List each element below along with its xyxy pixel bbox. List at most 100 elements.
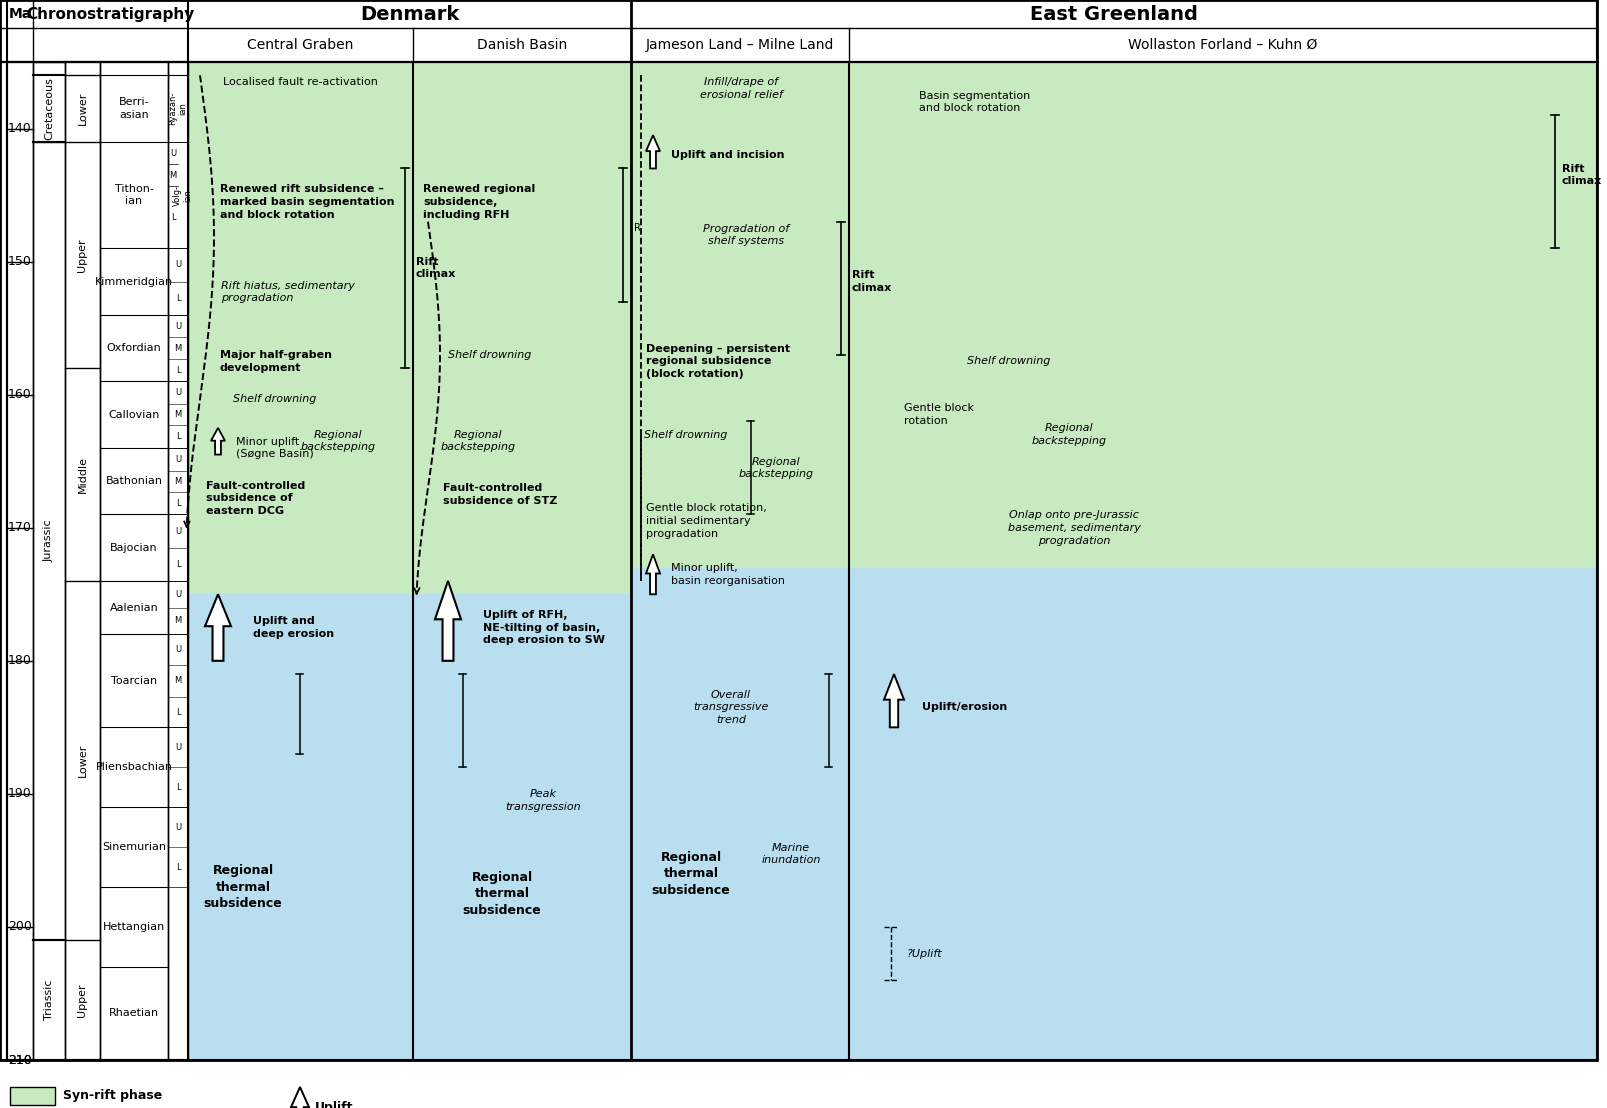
Text: U: U	[175, 388, 182, 397]
Text: Rift
climax: Rift climax	[416, 257, 456, 279]
Text: Infill/drape of
erosional relief: Infill/drape of erosional relief	[699, 78, 783, 100]
Text: U: U	[175, 454, 182, 464]
Text: M: M	[174, 476, 182, 485]
Text: L: L	[175, 708, 180, 717]
Bar	[188, 594, 413, 1060]
Text: L: L	[175, 499, 180, 507]
Text: Uplift: Uplift	[315, 1100, 354, 1108]
Text: Shelf drowning: Shelf drowning	[233, 393, 317, 403]
Text: Fault-controlled
subsidence of STZ: Fault-controlled subsidence of STZ	[442, 483, 558, 506]
Text: L: L	[175, 782, 180, 792]
Text: Uplift of RFH,
NE-tilting of basin,
deep erosion to SW: Uplift of RFH, NE-tilting of basin, deep…	[482, 609, 604, 645]
Polygon shape	[204, 594, 231, 660]
Text: Danish Basin: Danish Basin	[477, 38, 567, 52]
Text: Triassic: Triassic	[43, 979, 55, 1020]
Text: Shelf drowning: Shelf drowning	[644, 430, 728, 440]
Text: Gentle block rotation,
initial sedimentary
progradation: Gentle block rotation, initial sedimenta…	[646, 503, 767, 538]
Text: Uplift and incision: Uplift and incision	[670, 151, 784, 161]
Text: U: U	[175, 645, 182, 654]
Text: L: L	[175, 432, 180, 441]
Text: Regional
thermal
subsidence: Regional thermal subsidence	[651, 851, 730, 896]
Text: Middle: Middle	[77, 456, 87, 493]
Text: Basin segmentation
and block rotation: Basin segmentation and block rotation	[919, 91, 1030, 113]
Text: M: M	[174, 343, 182, 352]
Text: Localised fault re-activation: Localised fault re-activation	[223, 76, 378, 86]
Text: Jameson Land – Milne Land: Jameson Land – Milne Land	[646, 38, 834, 52]
Text: Bathonian: Bathonian	[106, 476, 162, 486]
Text: Cretaceous: Cretaceous	[43, 78, 55, 140]
Text: ?Uplift: ?Uplift	[906, 948, 942, 958]
Text: Ma: Ma	[8, 7, 32, 21]
Text: Renewed regional
subsidence,
including RFH: Renewed regional subsidence, including R…	[423, 184, 535, 219]
Text: Berri-
asian: Berri- asian	[119, 98, 149, 120]
Text: Volg-
ian: Volg- ian	[174, 185, 193, 206]
Text: Lower: Lower	[77, 743, 87, 778]
Text: M: M	[174, 616, 182, 625]
Bar	[6, 62, 34, 1060]
Text: Syn-rift phase: Syn-rift phase	[63, 1089, 162, 1102]
Text: Denmark: Denmark	[360, 4, 460, 23]
Text: Minor uplift
(Søgne Basin): Minor uplift (Søgne Basin)	[236, 437, 313, 459]
Text: M: M	[169, 171, 177, 179]
Polygon shape	[291, 1087, 309, 1108]
Text: Lower: Lower	[77, 92, 87, 125]
Text: M: M	[174, 676, 182, 685]
Text: Wollaston Forland – Kuhn Ø: Wollaston Forland – Kuhn Ø	[1128, 38, 1316, 52]
Text: Oxfordian: Oxfordian	[106, 343, 161, 353]
Text: Regional
thermal
subsidence: Regional thermal subsidence	[204, 864, 283, 910]
Polygon shape	[646, 135, 659, 168]
Text: Sinemurian: Sinemurian	[101, 842, 166, 852]
Text: Deepening – persistent
regional subsidence
(block rotation): Deepening – persistent regional subsiden…	[646, 343, 789, 379]
Text: Aalenian: Aalenian	[109, 603, 157, 613]
Bar	[10, 1087, 55, 1105]
Text: Central Graben: Central Graben	[247, 38, 354, 52]
Text: 140: 140	[8, 122, 32, 135]
Text: Marine
inundation: Marine inundation	[760, 842, 820, 865]
Text: Rhaetian: Rhaetian	[109, 1008, 159, 1018]
Text: Pliensbachian: Pliensbachian	[95, 762, 172, 772]
Text: U: U	[175, 526, 182, 535]
Bar	[0, 0, 1596, 62]
Text: 190: 190	[8, 788, 32, 800]
Polygon shape	[435, 581, 461, 660]
Bar	[848, 62, 1596, 567]
Text: 160: 160	[8, 388, 32, 401]
Text: 210: 210	[8, 1054, 32, 1067]
Bar	[630, 62, 848, 567]
Text: Jurassic: Jurassic	[43, 520, 55, 563]
Text: Upper: Upper	[77, 238, 87, 271]
Text: Renewed rift subsidence –
marked basin segmentation
and block rotation: Renewed rift subsidence – marked basin s…	[220, 184, 394, 219]
Text: Overall
transgressive
trend: Overall transgressive trend	[693, 690, 768, 725]
Text: U: U	[175, 321, 182, 330]
Bar	[848, 567, 1596, 1060]
Text: L: L	[175, 366, 180, 375]
Text: 180: 180	[8, 655, 32, 667]
Text: Kimmeridgian: Kimmeridgian	[95, 277, 174, 287]
Text: Uplift and
deep erosion: Uplift and deep erosion	[252, 616, 334, 639]
Text: Gentle block
rotation: Gentle block rotation	[903, 403, 974, 427]
Bar	[64, 62, 100, 1060]
Text: U: U	[175, 589, 182, 598]
Text: L: L	[175, 862, 180, 872]
Text: Tithon-
ian: Tithon- ian	[114, 184, 153, 206]
Text: Regional
backstepping: Regional backstepping	[301, 430, 376, 452]
Text: 170: 170	[8, 521, 32, 534]
Text: Bajocian: Bajocian	[111, 543, 157, 553]
Text: Shelf drowning: Shelf drowning	[967, 357, 1049, 367]
Text: Major half-graben
development: Major half-graben development	[220, 350, 331, 372]
Text: 150: 150	[8, 255, 32, 268]
Text: Rift hiatus, sedimentary
progradation: Rift hiatus, sedimentary progradation	[220, 281, 355, 304]
Text: 210: 210	[8, 1054, 32, 1067]
Text: Shelf drowning: Shelf drowning	[448, 350, 530, 360]
Bar	[100, 62, 167, 1060]
Text: Peak
transgression: Peak transgression	[505, 789, 580, 812]
Text: East Greenland: East Greenland	[1030, 4, 1197, 23]
Text: Regional
thermal
subsidence: Regional thermal subsidence	[463, 871, 542, 916]
Text: Progradation of
shelf systems: Progradation of shelf systems	[702, 224, 789, 246]
Polygon shape	[646, 554, 659, 594]
Bar	[413, 594, 630, 1060]
Text: L: L	[170, 213, 175, 222]
Text: Uplift/erosion: Uplift/erosion	[921, 702, 1006, 712]
Text: Upper: Upper	[77, 983, 87, 1017]
Polygon shape	[884, 674, 903, 727]
